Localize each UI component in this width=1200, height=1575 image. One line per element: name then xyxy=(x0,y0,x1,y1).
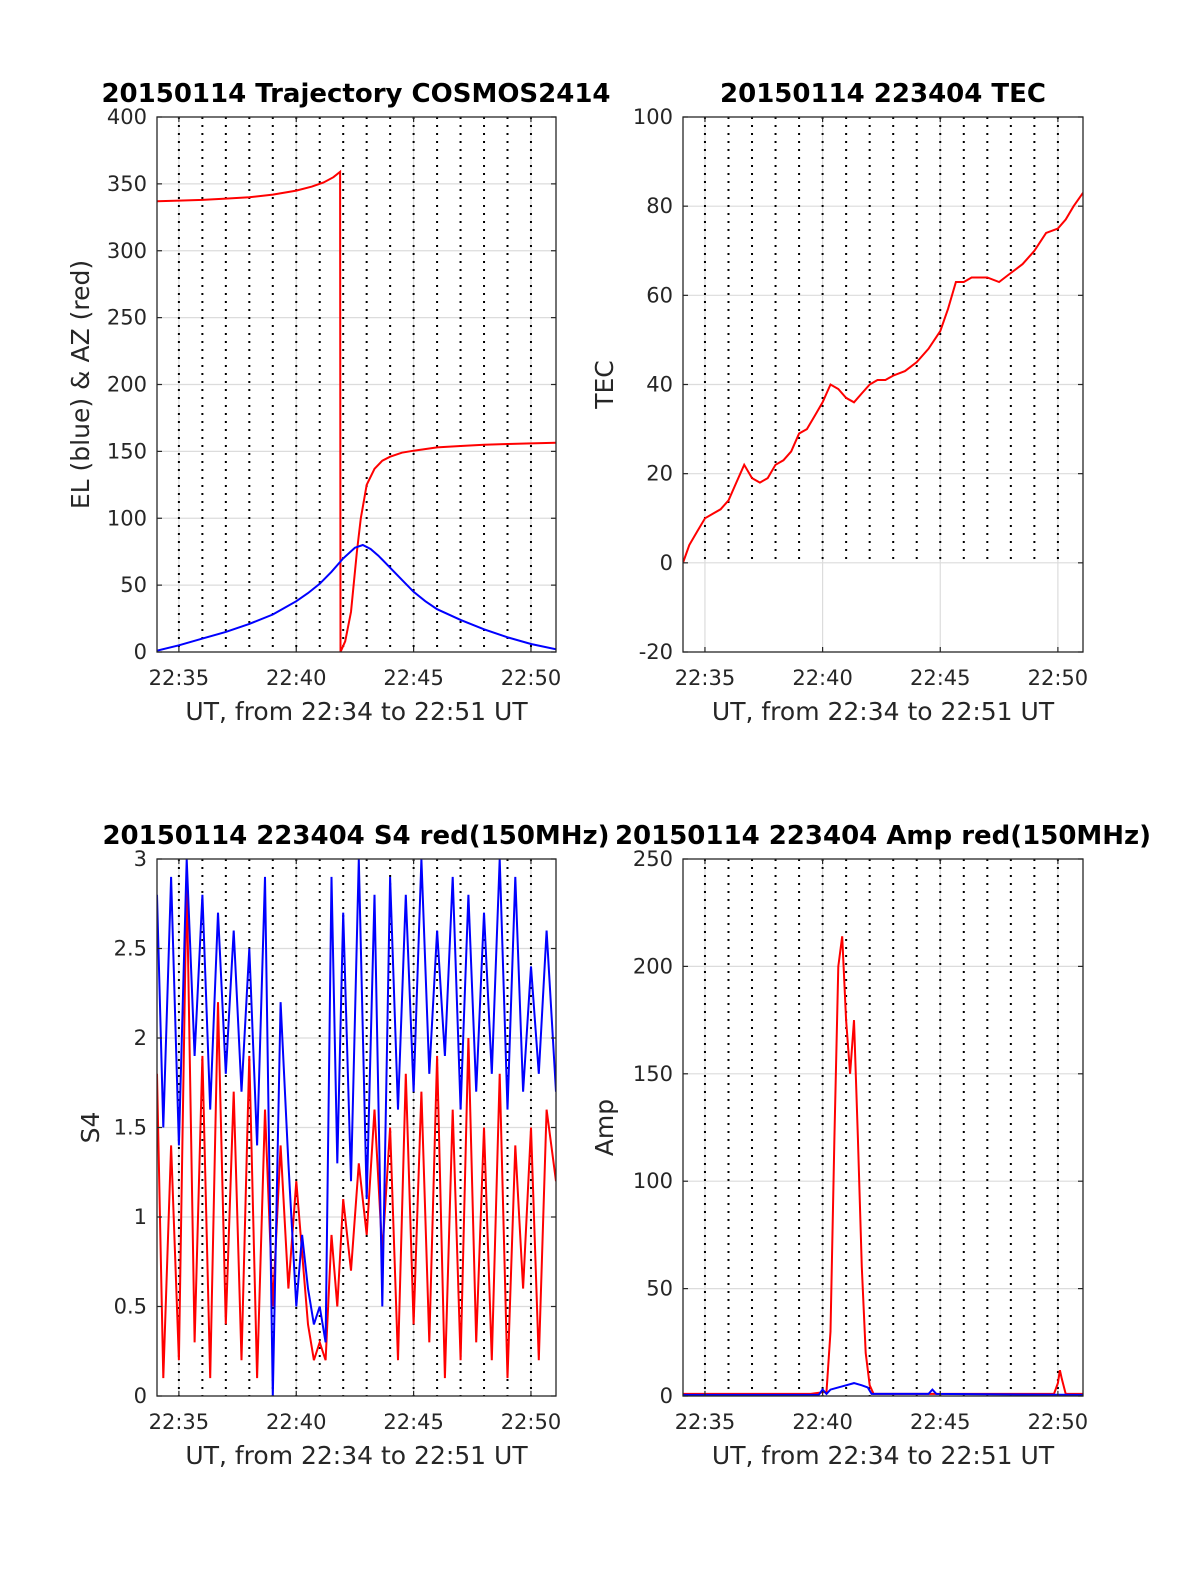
y-tick-label: 100 xyxy=(107,506,147,530)
x-tick-label: 22:35 xyxy=(149,1410,210,1434)
y-tick-label: 0 xyxy=(660,1384,673,1408)
y-tick-label: 350 xyxy=(107,172,147,196)
y-tick-label: 80 xyxy=(646,194,673,218)
x-tick-label: 22:40 xyxy=(792,666,853,690)
x-tick-label: 22:45 xyxy=(383,666,444,690)
y-tick-label: 50 xyxy=(646,1277,673,1301)
y-tick-label: 2.5 xyxy=(114,937,147,961)
plot-frame xyxy=(682,858,1084,1397)
y-tick-label: 100 xyxy=(633,105,673,129)
x-tick-label: 22:50 xyxy=(501,1410,562,1434)
y-tick-label: 0 xyxy=(660,551,673,575)
x-tick-label: 22:35 xyxy=(675,666,736,690)
x-axis-label: UT, from 22:34 to 22:51 UT xyxy=(712,697,1055,726)
y-tick-label: 300 xyxy=(107,239,147,263)
x-tick-label: 22:45 xyxy=(910,666,971,690)
x-tick-label: 22:50 xyxy=(1028,666,1089,690)
y-tick-label: 150 xyxy=(107,439,147,463)
y-tick-label: 20 xyxy=(646,462,673,486)
y-tick-label: 200 xyxy=(633,954,673,978)
x-tick-label: 22:40 xyxy=(266,666,327,690)
x-tick-label: 22:45 xyxy=(910,1410,971,1434)
y-axis-label: Amp xyxy=(590,1099,619,1156)
x-tick-label: 22:50 xyxy=(501,666,562,690)
y-axis-label: EL (blue) & AZ (red) xyxy=(66,260,95,509)
x-axis-label: UT, from 22:34 to 22:51 UT xyxy=(185,697,528,726)
y-tick-label: 0 xyxy=(134,1384,147,1408)
chart-title: 20150114 223404 TEC xyxy=(720,79,1046,109)
chart-title: 20150114 223404 Amp red(150MHz) xyxy=(615,821,1151,851)
x-tick-label: 22:40 xyxy=(792,1410,853,1434)
y-tick-label: 400 xyxy=(107,105,147,129)
series-line-1 xyxy=(683,1382,1083,1396)
y-tick-label: 1.5 xyxy=(114,1116,147,1140)
x-tick-label: 22:45 xyxy=(383,1410,444,1434)
y-tick-label: 250 xyxy=(107,306,147,330)
trajectory-panel: 0 50 100 150 200 250 300 350 400 22:35 22:40 22:45 2… xyxy=(66,79,611,726)
series-line-0 xyxy=(683,192,1083,564)
y-tick-label: 0 xyxy=(134,640,147,664)
chart-title: 20150114 223404 S4 red(150MHz) xyxy=(102,821,609,851)
x-tick-label: 22:40 xyxy=(266,1410,327,1434)
y-tick-label: 200 xyxy=(107,373,147,397)
series-line-1 xyxy=(157,543,556,652)
y-axis-label: S4 xyxy=(76,1112,105,1144)
y-tick-label: 60 xyxy=(646,283,673,307)
y-tick-label: -20 xyxy=(639,640,673,664)
y-tick-label: 50 xyxy=(120,573,147,597)
series-line-0 xyxy=(157,876,556,1379)
x-axis-label: UT, from 22:34 to 22:51 UT xyxy=(185,1441,528,1470)
series-line-0 xyxy=(157,169,556,652)
series-line-1 xyxy=(157,859,556,1396)
y-tick-label: 0.5 xyxy=(114,1295,147,1319)
y-tick-label: 2 xyxy=(134,1026,147,1050)
x-tick-label: 22:35 xyxy=(149,666,210,690)
y-tick-label: 1 xyxy=(134,1205,147,1229)
y-tick-label: 100 xyxy=(633,1169,673,1193)
x-axis-label: UT, from 22:34 to 22:51 UT xyxy=(712,1441,1055,1470)
y-tick-label: 3 xyxy=(134,847,147,871)
y-tick-label: 250 xyxy=(633,847,673,871)
amp-panel: 0 50 100 150 200 250 22:35 22:40 22:45 22:50 20150… xyxy=(590,821,1151,1470)
tec-panel: -20 0 20 40 60 80 100 22:35 22:40 22:45 22:50 20150… xyxy=(590,79,1088,726)
x-tick-label: 22:35 xyxy=(675,1410,736,1434)
series-line-0 xyxy=(683,936,1083,1395)
y-axis-label: TEC xyxy=(590,360,619,410)
x-tick-label: 22:50 xyxy=(1028,1410,1089,1434)
chart-title: 20150114 Trajectory COSMOS2414 xyxy=(101,79,610,109)
y-tick-label: 40 xyxy=(646,373,673,397)
s4-panel: 0 0.5 1 1.5 2 2.5 3 22:35 22:40 22:45 22:50 2015011… xyxy=(76,821,610,1470)
y-tick-label: 150 xyxy=(633,1062,673,1086)
